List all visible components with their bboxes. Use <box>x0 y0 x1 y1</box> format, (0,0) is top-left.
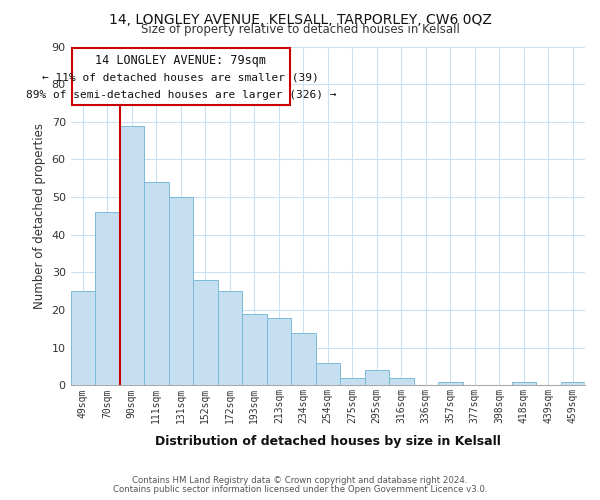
FancyBboxPatch shape <box>72 48 290 105</box>
Bar <box>438 382 463 386</box>
Bar <box>169 197 193 386</box>
Text: ← 11% of detached houses are smaller (39): ← 11% of detached houses are smaller (39… <box>43 72 319 83</box>
X-axis label: Distribution of detached houses by size in Kelsall: Distribution of detached houses by size … <box>155 434 501 448</box>
Bar <box>340 378 365 386</box>
Text: 14 LONGLEY AVENUE: 79sqm: 14 LONGLEY AVENUE: 79sqm <box>95 54 266 68</box>
Bar <box>266 318 291 386</box>
Bar <box>291 332 316 386</box>
Bar <box>71 291 95 386</box>
Bar <box>218 291 242 386</box>
Text: 14, LONGLEY AVENUE, KELSALL, TARPORLEY, CW6 0QZ: 14, LONGLEY AVENUE, KELSALL, TARPORLEY, … <box>109 12 491 26</box>
Bar <box>389 378 413 386</box>
Bar <box>560 382 585 386</box>
Text: Contains public sector information licensed under the Open Government Licence v3: Contains public sector information licen… <box>113 484 487 494</box>
Bar <box>365 370 389 386</box>
Text: Size of property relative to detached houses in Kelsall: Size of property relative to detached ho… <box>140 22 460 36</box>
Text: 89% of semi-detached houses are larger (326) →: 89% of semi-detached houses are larger (… <box>26 90 336 100</box>
Bar <box>144 182 169 386</box>
Bar <box>242 314 266 386</box>
Bar <box>95 212 119 386</box>
Bar <box>316 363 340 386</box>
Y-axis label: Number of detached properties: Number of detached properties <box>33 123 46 309</box>
Bar <box>119 126 144 386</box>
Bar <box>193 280 218 386</box>
Text: Contains HM Land Registry data © Crown copyright and database right 2024.: Contains HM Land Registry data © Crown c… <box>132 476 468 485</box>
Bar <box>512 382 536 386</box>
